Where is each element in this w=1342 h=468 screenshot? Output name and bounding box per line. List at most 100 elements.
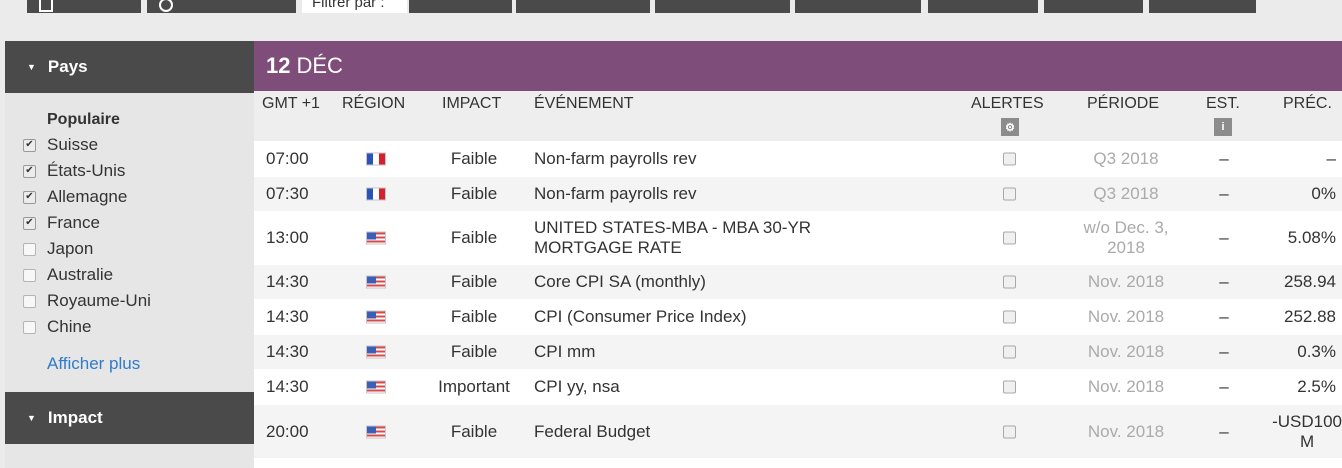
show-more-link[interactable]: Afficher plus (47, 354, 141, 373)
alert-checkbox[interactable] (1003, 275, 1016, 289)
country-option[interactable]: ✔ France (23, 210, 254, 236)
event-name-line: Non-farm payrolls rev (534, 149, 697, 168)
event-previous: 5.08% (1288, 228, 1336, 248)
country-option[interactable]: Australie (23, 262, 254, 288)
country-option[interactable]: ✔ Suisse (23, 132, 254, 158)
us-flag-icon (366, 425, 386, 438)
tab-option-7[interactable] (1149, 0, 1256, 13)
previous-line: 258.94 (1284, 272, 1336, 291)
date-day: 12 (266, 53, 291, 78)
event-name[interactable]: CPI mm (534, 342, 595, 362)
header-impact[interactable]: IMPACT (442, 95, 502, 112)
event-name-line: UNITED STATES-MBA - MBA 30-YR (534, 218, 812, 237)
header-period[interactable]: PÉRIODE (1087, 95, 1160, 112)
tab-option-6[interactable] (1044, 0, 1143, 13)
top-tab-strip: Filtrer par : (0, 0, 1342, 41)
info-icon[interactable]: i (1214, 118, 1232, 136)
header-event[interactable]: ÉVÉNEMENT (534, 95, 634, 112)
table-row[interactable]: 07:00 Faible Non-farm payrolls rev Q3 2018 –… (254, 141, 1342, 177)
caret-down-icon: ▼ (27, 62, 36, 72)
event-impact: Important (438, 377, 510, 396)
country-label: France (47, 213, 100, 232)
event-name[interactable]: Non-farm payrolls rev (534, 184, 697, 204)
tab-option-2[interactable] (516, 0, 650, 13)
alert-checkbox[interactable] (1003, 231, 1016, 245)
france-flag-graphic (366, 152, 386, 166)
country-checkbox[interactable] (23, 294, 36, 308)
table-row[interactable]: 14:30 Faible Core CPI SA (monthly) Nov. 201… (254, 265, 1342, 299)
alert-checkbox[interactable] (1003, 152, 1016, 166)
event-estimate: – (1219, 307, 1229, 326)
table-row[interactable]: 07:30 Faible Non-farm payrolls rev Q3 2018 –… (254, 177, 1342, 211)
country-checkbox[interactable] (23, 268, 36, 282)
impact-section-header[interactable]: ▼ Impact (5, 392, 254, 444)
period-line: Q3 2018 (1093, 149, 1159, 168)
table-row[interactable]: 20:00 Faible Federal Budget Nov. 2018 – -USD1… (254, 405, 1342, 458)
table-row[interactable]: 14:30 Faible CPI mm Nov. 2018 – 0.3% (254, 335, 1342, 369)
table-row[interactable]: 14:30 Important CPI yy, nsa Nov. 2018 – 2.5% (254, 369, 1342, 405)
header-time[interactable]: GMT +1 (262, 95, 320, 112)
tab-option-4[interactable] (795, 0, 921, 13)
event-estimate: – (1219, 228, 1229, 247)
previous-line: -USD100 (1272, 411, 1342, 431)
tab-filter[interactable]: Filtrer par : (302, 0, 407, 13)
header-est[interactable]: EST. (1206, 95, 1240, 112)
tab-option-3[interactable] (655, 0, 790, 13)
country-label: Chine (47, 317, 92, 336)
header-alerts[interactable]: ALERTES (971, 95, 1044, 112)
event-time: 07:00 (266, 149, 309, 168)
event-name[interactable]: CPI yy, nsa (534, 377, 620, 397)
country-option[interactable]: Chine (23, 314, 254, 340)
country-label: Japon (47, 239, 94, 258)
table-header: GMT +1 RÉGION IMPACT ÉVÉNEMENT ALERTES ⚙… (254, 91, 1342, 141)
alert-checkbox[interactable] (1003, 345, 1016, 359)
pays-section-header[interactable]: ▼ Pays (5, 41, 254, 93)
date-bar: 12 DÉC (254, 41, 1342, 91)
event-period: Nov. 2018 (1066, 342, 1186, 362)
country-option[interactable]: ✔ Allemagne (23, 184, 254, 210)
country-checkbox[interactable] (23, 242, 36, 256)
table-row[interactable]: 14:30 Faible CPI (Consumer Price Index) Nov… (254, 299, 1342, 335)
period-line: Nov. 2018 (1087, 377, 1165, 396)
event-name[interactable]: CPI (Consumer Price Index) (534, 307, 747, 327)
tab-list-view[interactable] (27, 0, 141, 13)
country-checkbox[interactable] (23, 320, 36, 334)
event-period: Nov. 2018 (1066, 422, 1186, 442)
event-period: Nov. 2018 (1066, 272, 1186, 292)
previous-line: 0% (1311, 184, 1336, 203)
country-option[interactable]: Royaume-Uni (23, 288, 254, 314)
gear-icon[interactable]: ⚙ (1001, 118, 1019, 136)
event-previous: -USD100 M (1272, 412, 1342, 452)
event-name[interactable]: UNITED STATES-MBA - MBA 30-YR MORTGAGE RA… (534, 218, 811, 258)
alert-checkbox[interactable] (1003, 187, 1016, 201)
alert-checkbox[interactable] (1003, 380, 1016, 394)
event-name-line: Core CPI SA (monthly) (534, 272, 706, 291)
period-line: Nov. 2018 (1087, 307, 1165, 326)
header-prev[interactable]: PRÉC. (1283, 95, 1332, 112)
period-line: 2018 (1107, 238, 1145, 257)
event-name[interactable]: Federal Budget (534, 422, 650, 442)
event-impact: Faible (450, 272, 498, 291)
event-time: 14:30 (266, 377, 309, 396)
country-option[interactable]: ✔ États-Unis (23, 158, 254, 184)
alert-checkbox[interactable] (1003, 425, 1016, 438)
previous-line: 252.88 (1284, 307, 1336, 326)
tab-time-view[interactable] (147, 0, 296, 13)
alert-checkbox[interactable] (1003, 310, 1016, 324)
country-checkbox[interactable]: ✔ (23, 216, 36, 230)
country-checkbox[interactable]: ✔ (23, 138, 36, 152)
country-checkbox[interactable]: ✔ (23, 190, 36, 204)
tab-option-5[interactable] (928, 0, 1038, 13)
country-option[interactable]: Japon (23, 236, 254, 262)
previous-line: 5.08% (1287, 228, 1336, 247)
country-label: Suisse (47, 135, 99, 154)
us-flag-graphic (366, 275, 386, 289)
table-row[interactable]: 13:00 Faible UNITED STATES-MBA - MBA 30-YR… (254, 211, 1342, 265)
country-checkbox[interactable]: ✔ (23, 164, 36, 178)
event-name[interactable]: Core CPI SA (monthly) (534, 272, 706, 292)
period-line: Nov. 2018 (1087, 421, 1165, 441)
event-name[interactable]: Non-farm payrolls rev (534, 149, 697, 169)
header-region[interactable]: RÉGION (342, 95, 406, 112)
us-flag-icon (366, 275, 386, 289)
tab-option-1[interactable] (409, 0, 512, 13)
